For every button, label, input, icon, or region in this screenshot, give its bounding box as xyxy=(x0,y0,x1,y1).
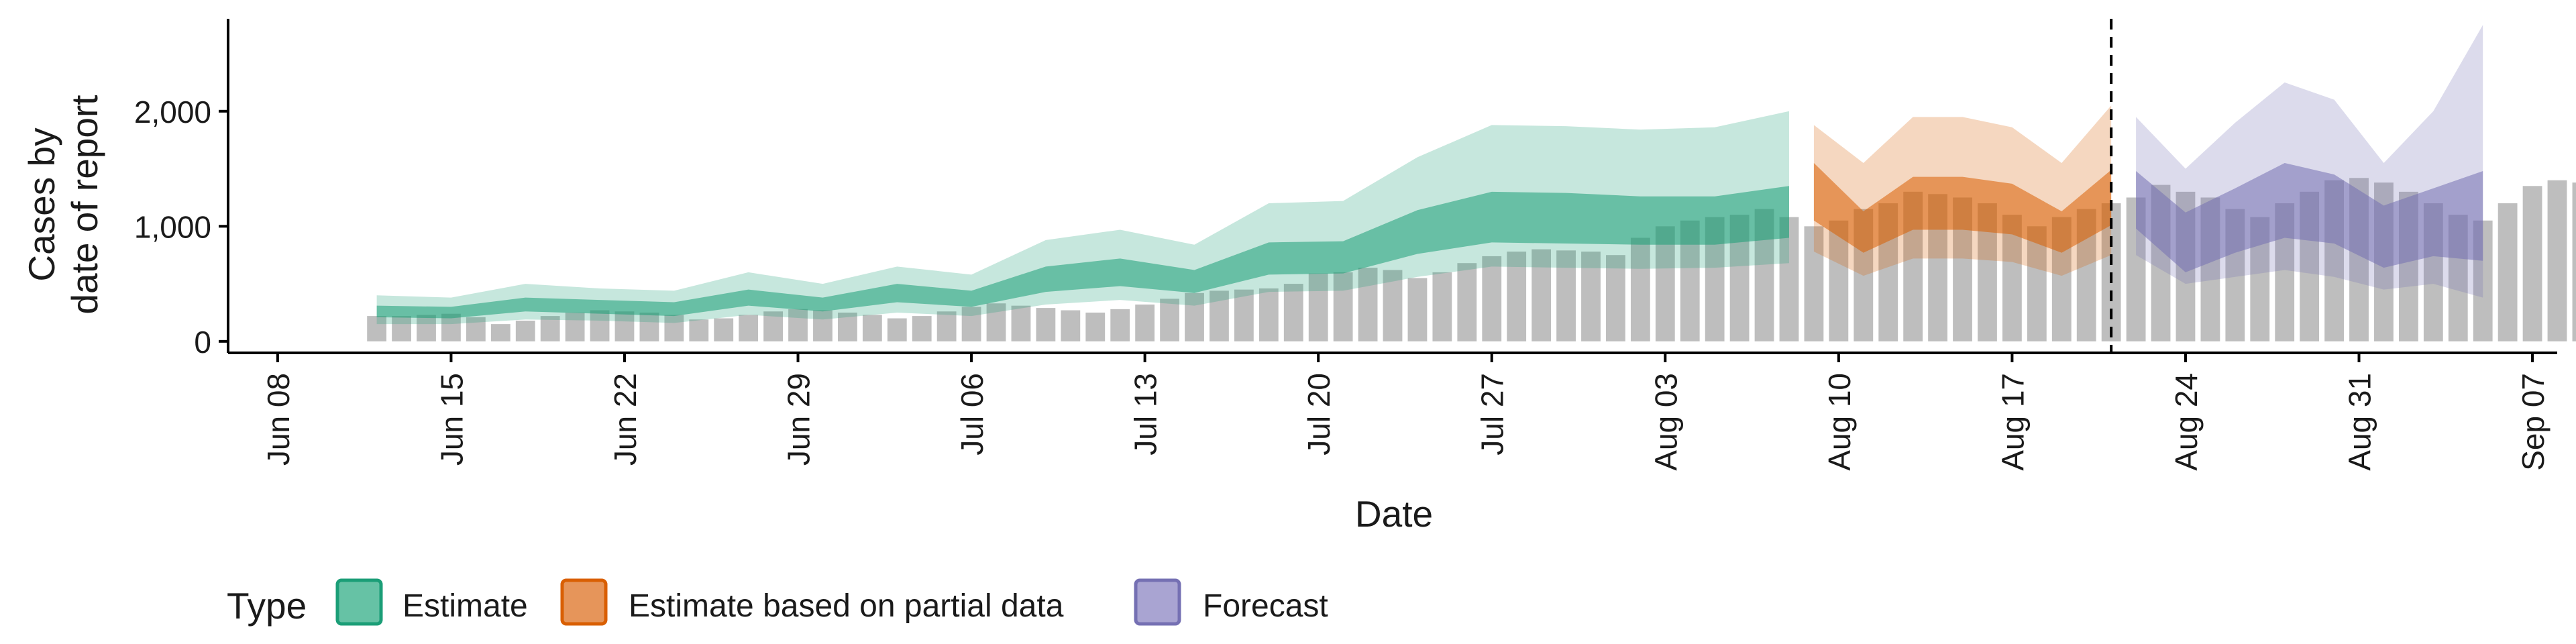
reported-case-bar xyxy=(862,315,882,341)
reported-case-bar xyxy=(986,303,1006,341)
legend-item: Forecast xyxy=(1134,578,1328,626)
reported-case-bar xyxy=(1457,263,1477,341)
reported-case-bar xyxy=(392,316,411,341)
reported-case-bar xyxy=(1210,290,1229,341)
reported-case-bar xyxy=(2522,186,2542,341)
legend-key xyxy=(335,578,383,626)
estimate-bands xyxy=(376,25,2483,325)
reported-case-bar xyxy=(714,318,734,341)
x-tick-label: Jul 27 xyxy=(1475,373,1510,455)
reported-case-bar xyxy=(887,318,907,341)
x-tick-label: Aug 31 xyxy=(2343,373,2377,471)
reported-case-bar xyxy=(1283,284,1303,341)
reported-case-bar xyxy=(1160,299,1179,341)
inner-interval-band xyxy=(2136,162,2483,272)
reported-case-bar xyxy=(1407,278,1428,341)
x-tick-label: Sep 07 xyxy=(2516,373,2551,471)
x-tick-label: Aug 24 xyxy=(2169,373,2204,471)
reported-case-bar xyxy=(490,324,511,341)
reported-case-bar xyxy=(1234,289,1254,341)
reported-case-bar xyxy=(689,319,709,341)
y-tick-label: 1,000 xyxy=(134,209,211,244)
legend-key xyxy=(1134,578,1181,626)
reported-case-bar xyxy=(515,320,535,341)
legend-key xyxy=(560,578,608,626)
reported-case-bar xyxy=(1036,308,1056,341)
reported-case-bar xyxy=(1432,272,1452,341)
x-tick-label: Jul 20 xyxy=(1301,373,1336,455)
reported-case-bar xyxy=(1507,252,1527,341)
reported-case-bar xyxy=(1308,273,1328,341)
reported-case-bar xyxy=(466,317,486,341)
reported-case-bar xyxy=(1358,268,1378,341)
reported-case-bar xyxy=(417,315,436,341)
legend-item: Estimate based on partial data xyxy=(560,578,1064,626)
reported-case-bar xyxy=(367,316,387,341)
reported-case-bar xyxy=(565,312,585,341)
x-tick-label: Aug 17 xyxy=(1995,373,2030,471)
reported-case-bar xyxy=(1581,252,1601,341)
reported-case-bar xyxy=(1556,250,1576,341)
x-tick-label: Aug 10 xyxy=(1822,373,1857,471)
reported-case-bar xyxy=(1061,310,1081,341)
y-axis-title-line-2: date of report xyxy=(64,95,105,314)
axes: 0 1,000 2,000 Jun 08 Jun 15 Jun 22 Jun 29 Jul 0… xyxy=(134,19,2557,471)
reported-case-bar xyxy=(590,310,610,341)
x-tick-label: Aug 03 xyxy=(1648,373,1683,471)
reported-case-bar xyxy=(1085,312,1106,341)
reported-case-bar xyxy=(788,309,808,341)
reported-case-bar xyxy=(2547,180,2567,341)
reported-case-bar xyxy=(1606,255,1625,341)
reported-case-bar xyxy=(961,307,981,341)
reported-case-bar xyxy=(1333,272,1353,341)
reported-case-bar xyxy=(2572,182,2576,341)
reported-case-bar xyxy=(664,315,684,341)
reported-case-bar xyxy=(639,312,659,341)
reported-case-bar xyxy=(1804,226,1824,341)
reported-case-bar xyxy=(813,310,833,341)
reported-case-bar xyxy=(1011,305,1031,341)
reported-case-bar xyxy=(1532,249,1552,341)
legend-label: Estimate based on partial data xyxy=(629,588,1064,624)
y-axis-title-line-1: Cases by xyxy=(21,127,62,282)
reported-case-bar xyxy=(1655,226,1675,341)
inner-interval-band xyxy=(376,186,1789,319)
reported-case-bar xyxy=(1110,309,1130,341)
reported-case-bar xyxy=(739,315,759,341)
x-tick-label: Jul 06 xyxy=(955,373,989,455)
x-axis-title: Date xyxy=(1355,493,1433,535)
legend-label: Forecast xyxy=(1203,588,1328,624)
x-tick-label: Jun 15 xyxy=(434,373,469,466)
y-axis-title: Cases by date of report xyxy=(21,95,105,314)
reported-case-bar xyxy=(1185,292,1204,341)
reported-case-bar xyxy=(614,311,635,341)
reported-case-bar xyxy=(1482,256,1502,341)
reported-case-bar xyxy=(1258,288,1279,341)
legend-item: Estimate xyxy=(335,578,528,626)
legend-title: Type xyxy=(227,585,307,627)
reported-case-bar xyxy=(837,312,857,341)
inner-interval-band xyxy=(1813,162,2112,253)
x-tick-label: Jun 08 xyxy=(261,373,296,466)
reported-case-bar xyxy=(763,311,784,341)
outer-interval-band xyxy=(376,111,1789,325)
reported-case-bar xyxy=(912,316,932,341)
reported-case-bar xyxy=(1630,237,1650,341)
reported-case-bar xyxy=(2498,203,2518,341)
x-tick-label: Jun 29 xyxy=(782,373,816,466)
x-tick-label: Jul 13 xyxy=(1128,373,1163,455)
x-tick-label: Jun 22 xyxy=(608,373,643,466)
reported-case-bar xyxy=(540,316,560,341)
reported-case-bar xyxy=(1135,304,1155,341)
reported-case-bar xyxy=(1383,270,1403,341)
reported-case-bar xyxy=(441,313,461,341)
reported-case-bar xyxy=(936,311,957,341)
y-tick-label: 0 xyxy=(194,325,211,360)
y-tick-label: 2,000 xyxy=(134,95,211,129)
legend-label: Estimate xyxy=(402,588,528,624)
legend: Type Estimate Estimate based on partial da… xyxy=(227,578,1328,627)
